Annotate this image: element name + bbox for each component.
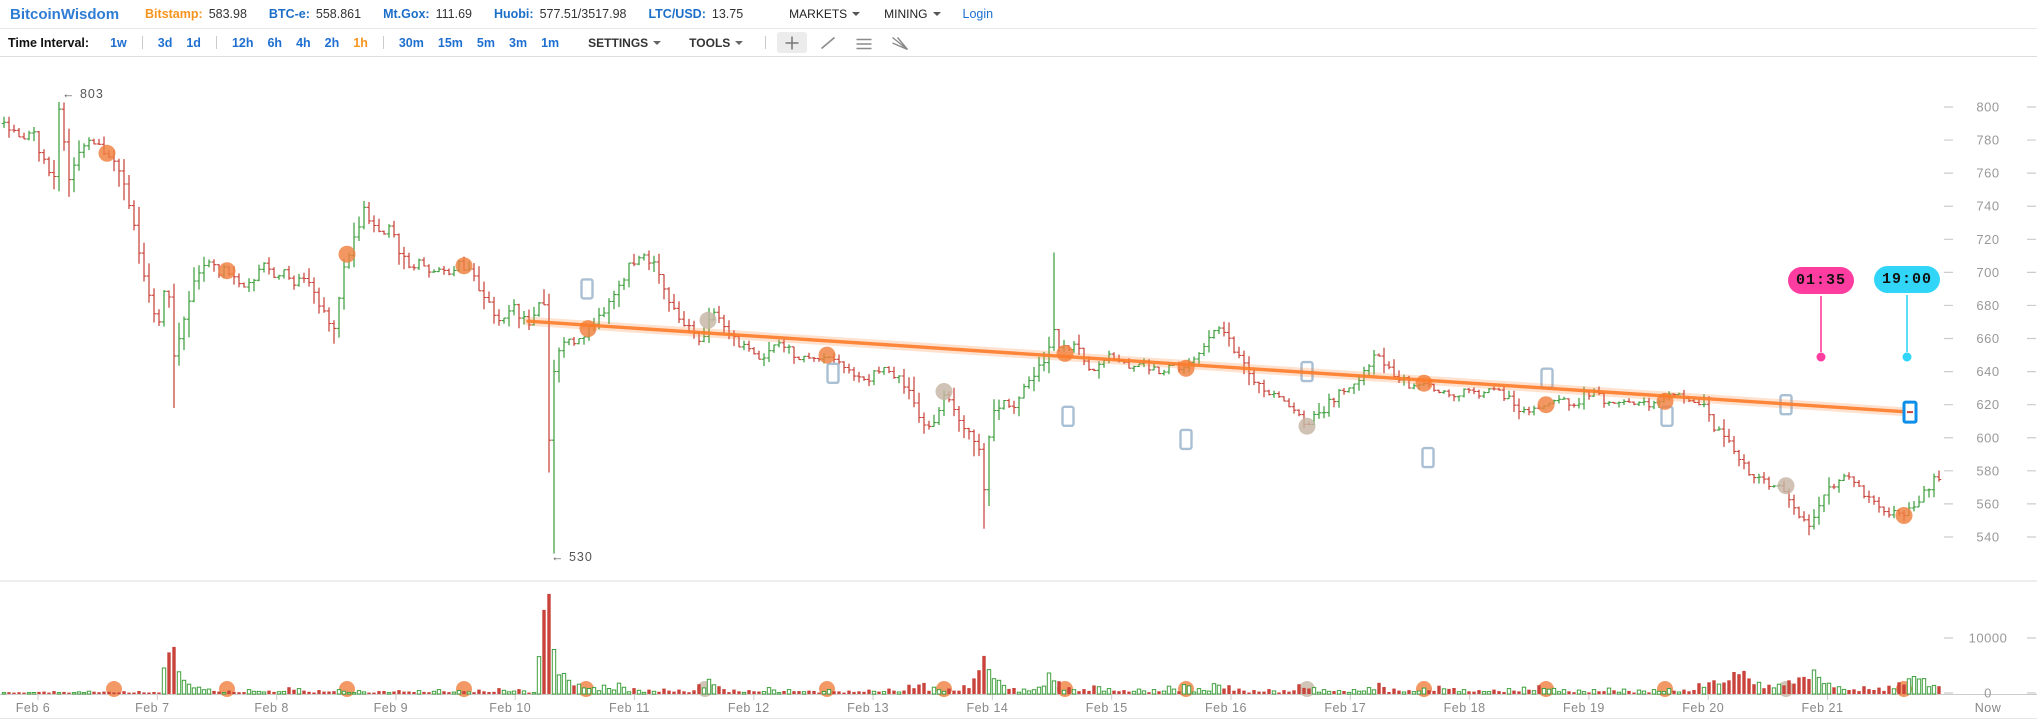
interval-3m[interactable]: 3m: [509, 35, 528, 50]
crosshair-tool-button[interactable]: [777, 32, 808, 53]
chevron-down-icon: [653, 40, 662, 45]
crosshair-icon: [785, 36, 799, 49]
svg-text:Feb 12: Feb 12: [728, 701, 770, 715]
ticker-bitstamp: Bitstamp: 583.98: [145, 7, 247, 21]
interval-links: 1w 3d 1d 12h 6h 4h 2h 1h 30m 15m 5m 3m 1m: [103, 34, 566, 52]
brand-logo[interactable]: BitcoinWisdom: [10, 5, 120, 23]
chart-area[interactable]: 800 780 760 740 720 700 680 660 640 620 600 580 560 5…: [0, 56, 2037, 720]
svg-text:Feb 6: Feb 6: [16, 701, 50, 715]
ticker-btce-label: BTC-e:: [268, 7, 310, 21]
ticker-bitstamp-value: 583.98: [208, 7, 247, 21]
svg-text:Feb 7: Feb 7: [135, 701, 169, 715]
svg-text:Feb 13: Feb 13: [847, 701, 889, 715]
interval-2h[interactable]: 2h: [324, 35, 340, 50]
chevron-down-icon: [735, 40, 744, 45]
trendline-tool-button[interactable]: [813, 32, 843, 53]
menu-mining-label: MINING: [884, 7, 928, 21]
interval-4h[interactable]: 4h: [296, 35, 311, 50]
tools-menu[interactable]: TOOLS: [689, 35, 744, 50]
ticker-ltcusd-label: LTC/USD:: [648, 7, 706, 21]
ticker-huobi-value: 577.51/3517.98: [539, 7, 627, 21]
time-tooltip-cyan: 19:00: [1874, 266, 1940, 293]
svg-text:Feb 9: Feb 9: [374, 701, 408, 715]
interval-1m[interactable]: 1m: [541, 35, 560, 50]
svg-text:Feb 20: Feb 20: [1682, 701, 1724, 715]
trendline-icon: [821, 36, 836, 49]
chart-toolbar: Time Interval: 1w 3d 1d 12h 6h 4h 2h 1h 30m 15m 5m…: [0, 29, 2037, 57]
svg-text:580: 580: [1976, 463, 1999, 478]
svg-text:Feb 18: Feb 18: [1444, 701, 1486, 715]
time-tooltip-pink: 01:35: [1788, 267, 1854, 294]
chevron-down-icon: [852, 12, 861, 16]
svg-text:10000: 10000: [1969, 631, 2008, 646]
ticker-mtgox-label: Mt.Gox:: [383, 7, 430, 21]
svg-text:Feb 21: Feb 21: [1802, 701, 1844, 715]
horizontal-lines-tool-button[interactable]: [849, 32, 879, 53]
svg-text:720: 720: [1976, 232, 1999, 247]
header-bar: BitcoinWisdom Bitstamp: 583.98 BTC-e: 55…: [0, 0, 2037, 29]
low-price-annotation: ← 530: [551, 550, 593, 564]
interval-6h[interactable]: 6h: [267, 35, 283, 50]
svg-text:0: 0: [1984, 686, 1992, 701]
ticker-btce: BTC-e: 558.861: [269, 7, 361, 21]
svg-text:Feb 19: Feb 19: [1563, 701, 1605, 715]
interval-group-divider: [382, 35, 384, 49]
svg-text:Feb 14: Feb 14: [966, 701, 1008, 715]
fan-lines-tool-button[interactable]: [885, 32, 915, 53]
interval-1w[interactable]: 1w: [110, 35, 127, 50]
chevron-down-icon: [932, 12, 941, 16]
interval-1h[interactable]: 1h: [353, 35, 368, 50]
svg-text:Feb 8: Feb 8: [254, 701, 288, 715]
ticker-ltcusd-value: 13.75: [711, 7, 744, 21]
toolbar-divider: [765, 36, 767, 49]
svg-text:780: 780: [1976, 133, 1999, 148]
svg-text:540: 540: [1976, 529, 1999, 544]
svg-text:560: 560: [1976, 496, 1999, 511]
ticker-huobi-label: Huobi:: [494, 7, 534, 21]
interval-5m[interactable]: 5m: [476, 35, 495, 50]
svg-text:640: 640: [1976, 364, 1999, 379]
ticker-huobi: Huobi: 577.51/3517.98: [494, 7, 626, 21]
ticker-ltcusd: LTC/USD: 13.75: [648, 7, 743, 21]
settings-menu-label: SETTINGS: [588, 35, 649, 50]
svg-text:Feb 11: Feb 11: [609, 701, 650, 715]
svg-text:Feb 15: Feb 15: [1086, 701, 1128, 715]
svg-text:660: 660: [1976, 331, 1999, 346]
ticker-bitstamp-label: Bitstamp:: [145, 7, 203, 21]
interval-12h[interactable]: 12h: [231, 35, 254, 50]
high-price-annotation: ← 803: [62, 87, 104, 101]
svg-text:620: 620: [1976, 397, 1999, 412]
ticker-mtgox: Mt.Gox: 111.69: [383, 7, 472, 21]
menu-markets-label: MARKETS: [789, 7, 848, 21]
svg-text:600: 600: [1976, 430, 1999, 445]
interval-group-divider: [215, 35, 217, 49]
fan-lines-icon: [892, 36, 909, 50]
svg-text:Feb 16: Feb 16: [1205, 701, 1247, 715]
interval-group-divider: [141, 35, 143, 49]
menu-markets[interactable]: MARKETS: [789, 7, 861, 21]
horizontal-lines-icon: [856, 38, 872, 49]
interval-15m[interactable]: 15m: [437, 35, 463, 50]
ticker-mtgox-value: 111.69: [435, 7, 472, 21]
svg-text:740: 740: [1976, 199, 1999, 214]
svg-text:760: 760: [1976, 166, 1999, 181]
menu-mining[interactable]: MINING: [884, 7, 941, 21]
svg-text:700: 700: [1976, 265, 1999, 280]
svg-text:Feb 10: Feb 10: [489, 701, 531, 715]
svg-text:Feb 17: Feb 17: [1324, 701, 1366, 715]
interval-1d[interactable]: 1d: [186, 35, 201, 50]
svg-text:680: 680: [1976, 298, 1999, 313]
svg-text:800: 800: [1976, 100, 1999, 115]
settings-menu[interactable]: SETTINGS: [588, 35, 662, 50]
ticker-btce-value: 558.861: [315, 7, 362, 21]
login-link[interactable]: Login: [962, 7, 994, 21]
price-volume-chart[interactable]: 800 780 760 740 720 700 680 660 640 620 600 580 560 5…: [0, 56, 2037, 720]
interval-30m[interactable]: 30m: [398, 35, 424, 50]
time-interval-label: Time Interval:: [8, 35, 90, 50]
svg-text:Now: Now: [1975, 701, 2002, 715]
tools-menu-label: TOOLS: [689, 35, 731, 50]
interval-3d[interactable]: 3d: [157, 35, 173, 50]
